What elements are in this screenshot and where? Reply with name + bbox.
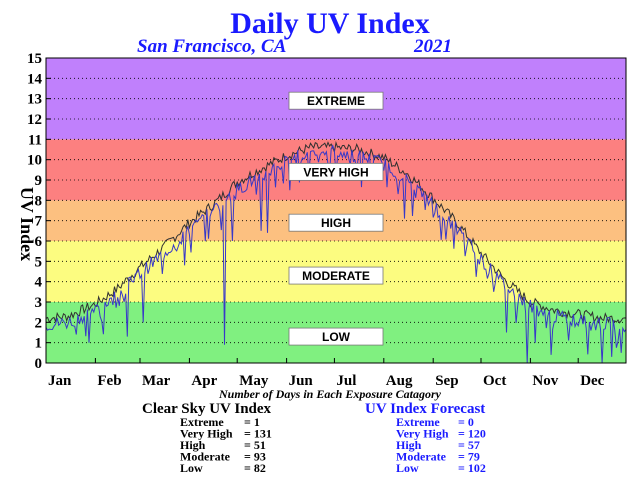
summary-row-label: Low (396, 461, 419, 475)
y-axis-label: UV Index (17, 187, 37, 261)
zone-label-moderate: MODERATE (288, 266, 384, 285)
summary-row-label: Moderate (396, 450, 447, 464)
x-tick-label: Dec (580, 373, 604, 389)
summary-row-value: = 51 (244, 438, 266, 452)
summary-row-label: Extreme (396, 415, 440, 429)
zone-label-text: VERY HIGH (303, 165, 368, 179)
summary-row-value: = 1 (244, 415, 260, 429)
zone-label-text: EXTREME (307, 94, 365, 108)
y-tick-label: 14 (27, 71, 43, 87)
y-tick-label: 12 (27, 112, 42, 128)
x-tick-label: Jul (336, 373, 356, 389)
summary-row-value: = 57 (458, 438, 480, 452)
summary-row-label: Moderate (180, 450, 231, 464)
y-tick-label: 11 (28, 132, 42, 148)
y-tick-label: 6 (35, 234, 43, 250)
y-tick-label: 5 (35, 254, 43, 270)
y-tick-label: 2 (35, 315, 43, 331)
y-tick-label: 1 (35, 336, 43, 352)
zone-labels: LOW MODERATE HIGH VERY HIGH EXTREME (288, 91, 384, 346)
summary-row-label: High (180, 438, 206, 452)
y-tick-label: 4 (35, 275, 43, 291)
zone-label-box (288, 162, 384, 181)
chart-subtitle-year: 2021 (413, 36, 452, 57)
zone-label-high: HIGH (288, 213, 384, 232)
y-tick-label: 9 (35, 173, 43, 189)
y-tick-label: 15 (27, 51, 42, 67)
summary-row-label: Very High (180, 427, 233, 441)
zone-label-text: LOW (322, 330, 351, 344)
summary-row-value: = 0 (458, 415, 474, 429)
zone-label-box (288, 91, 384, 110)
zone-label-extreme: EXTREME (288, 91, 384, 110)
zone-label-box (288, 213, 384, 232)
plot-frame (45, 57, 627, 364)
summary-title: UV Index Forecast (365, 401, 485, 417)
x-tick-label: May (239, 373, 269, 389)
summary-title: Clear Sky UV Index (142, 401, 272, 417)
summary-row-label: Very High (396, 427, 449, 441)
zone-label-box (288, 266, 384, 285)
summary-row-value: = 102 (458, 461, 486, 475)
x-tick-label: Mar (142, 373, 171, 389)
zone-label-text: HIGH (321, 216, 351, 230)
zone-label-very-high: VERY HIGH (288, 162, 384, 181)
x-tick-label: Jan (48, 373, 72, 389)
summary-row-value: = 93 (244, 450, 266, 464)
zone-label-low: LOW (288, 327, 384, 346)
y-tick-label: 10 (27, 153, 42, 169)
y-tick-label: 3 (35, 295, 43, 311)
summary-row-label: High (396, 438, 422, 452)
zone-label-text: MODERATE (302, 269, 370, 283)
x-tick-label: Aug (386, 373, 413, 389)
summary-row-value: = 82 (244, 461, 266, 475)
summary-row-label: Extreme (180, 415, 224, 429)
summary-row-value: = 120 (458, 427, 486, 441)
x-axis-ticks: Jan Feb Mar Apr May Jun Jul Aug Sep Oct Nov Dec (45, 358, 605, 389)
x-tick-label: Sep (435, 373, 458, 389)
zone-label-box (288, 327, 384, 346)
y-tick-label: 13 (27, 92, 42, 108)
summary-row-label: Low (180, 461, 203, 475)
x-tick-label: Feb (97, 373, 121, 389)
summary-row-value: = 79 (458, 450, 480, 464)
chart-subtitle-location: San Francisco, CA (137, 36, 286, 57)
summary-row-value: = 131 (244, 427, 272, 441)
y-tick-label: 7 (35, 214, 43, 230)
exposure-caption: Number of Days in Each Exposure Catagory (218, 387, 442, 401)
x-tick-label: Nov (532, 373, 558, 389)
x-tick-label: Apr (191, 373, 217, 389)
x-tick-label: Jun (289, 373, 314, 389)
x-tick-label: Oct (483, 373, 506, 389)
y-tick-label: 8 (35, 193, 43, 209)
chart-title: Daily UV Index (230, 7, 429, 40)
y-tick-label: 0 (35, 356, 43, 372)
